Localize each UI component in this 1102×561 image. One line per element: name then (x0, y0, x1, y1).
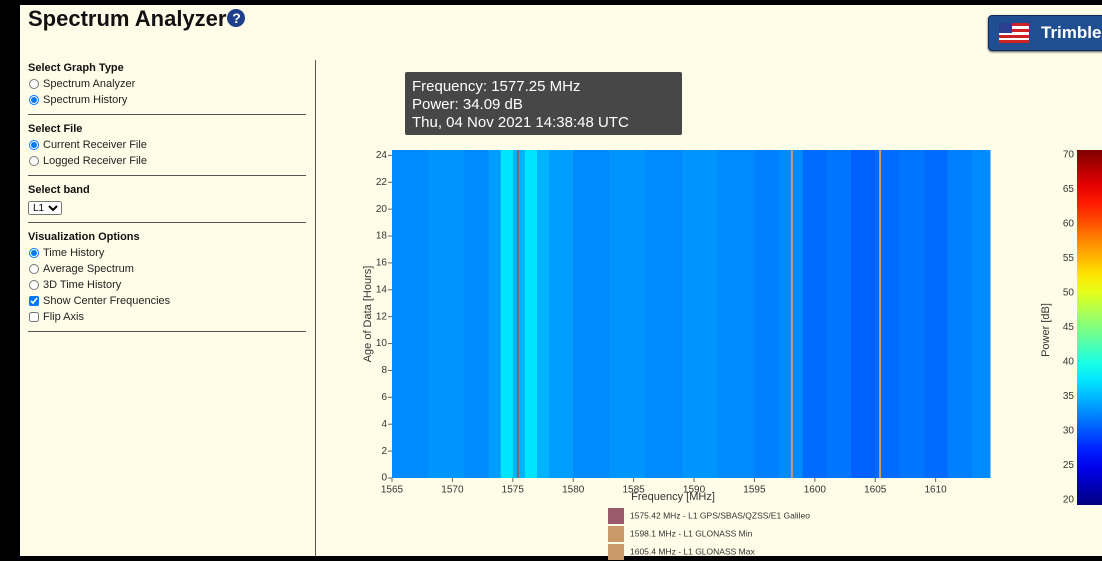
y-tick-label: 4 (381, 419, 387, 430)
heat-strip (573, 150, 610, 478)
colorbar-tick-label: 40 (1063, 357, 1075, 368)
heat-strip (646, 150, 683, 478)
heat-strip (682, 150, 719, 478)
heat-strip (718, 150, 755, 478)
y-tick-label: 0 (381, 473, 387, 484)
colorbar (1077, 150, 1102, 505)
y-tick-label: 8 (381, 365, 387, 376)
colorbar-tick-label: 45 (1063, 322, 1075, 333)
y-tick-label: 12 (376, 311, 388, 322)
x-tick-label: 1575 (502, 485, 525, 496)
chart: 1575.42 MHz - L1 GPS/SBAS/QZSS/E1 Galile… (0, 0, 1102, 561)
x-tick-label: 1600 (804, 485, 827, 496)
colorbar-tick-label: 60 (1063, 219, 1075, 230)
heat-strip (525, 150, 538, 478)
tooltip-line: Power: 34.09 dB (412, 96, 523, 113)
heat-strip (501, 150, 514, 478)
heat-strip (948, 150, 973, 478)
heat-strip (549, 150, 574, 478)
y-tick-label: 14 (376, 284, 388, 295)
legend-label: 1598.1 MHz - L1 GLONASS Min (630, 528, 753, 538)
x-axis-label: Frequency [MHz] (631, 491, 715, 503)
colorbar-tick-label: 30 (1063, 426, 1075, 437)
y-tick-label: 6 (381, 392, 387, 403)
heat-strip (537, 150, 550, 478)
heat-strip (827, 150, 852, 478)
heat-strip (851, 150, 876, 478)
tooltip-line: Thu, 04 Nov 2021 14:38:48 UTC (412, 114, 629, 131)
y-tick-label: 22 (376, 177, 388, 188)
heat-strip (489, 150, 502, 478)
y-tick-label: 2 (381, 446, 387, 457)
heat-strip (803, 150, 828, 478)
colorbar-label: Power [dB] (1040, 303, 1052, 357)
screen: {"header": {"title": "Spectrum Analyzer"… (0, 0, 1102, 561)
colorbar-tick-label: 20 (1063, 495, 1075, 506)
colorbar-tick-label: 35 (1063, 391, 1075, 402)
colorbar-tick-label: 65 (1063, 184, 1075, 195)
y-tick-label: 18 (376, 231, 388, 242)
legend-swatch (608, 544, 624, 560)
colorbar-tick-label: 70 (1063, 150, 1075, 161)
heat-strip (924, 150, 949, 478)
y-tick-label: 20 (376, 204, 388, 215)
heat-strip (899, 150, 924, 478)
y-tick-label: 10 (376, 338, 388, 349)
colorbar-tick-label: 55 (1063, 253, 1075, 264)
heat-strip (464, 150, 489, 478)
tooltip-line: Frequency: 1577.25 MHz (412, 78, 580, 95)
y-axis-label: Age of Data [Hours] (362, 266, 374, 363)
heat-strip (428, 150, 465, 478)
legend-label: 1575.42 MHz - L1 GPS/SBAS/QZSS/E1 Galile… (630, 510, 810, 520)
x-tick-label: 1565 (381, 485, 404, 496)
heat-strip (392, 150, 429, 478)
legend-label: 1605.4 MHz - L1 GLONASS Max (630, 546, 755, 556)
y-tick-label: 24 (376, 150, 388, 161)
y-tick-label: 16 (376, 258, 388, 269)
legend-swatch (608, 508, 624, 524)
heat-strip (972, 150, 991, 478)
colorbar-tick-label: 50 (1063, 288, 1075, 299)
x-tick-label: 1570 (441, 485, 464, 496)
heat-strip (513, 150, 526, 478)
x-tick-label: 1605 (864, 485, 887, 496)
heat-strip (609, 150, 646, 478)
heat-strip (875, 150, 900, 478)
colorbar-tick-label: 25 (1063, 460, 1075, 471)
x-tick-label: 1595 (743, 485, 766, 496)
x-tick-label: 1610 (925, 485, 948, 496)
heat-strip (754, 150, 779, 478)
x-tick-label: 1580 (562, 485, 585, 496)
legend-swatch (608, 526, 624, 542)
